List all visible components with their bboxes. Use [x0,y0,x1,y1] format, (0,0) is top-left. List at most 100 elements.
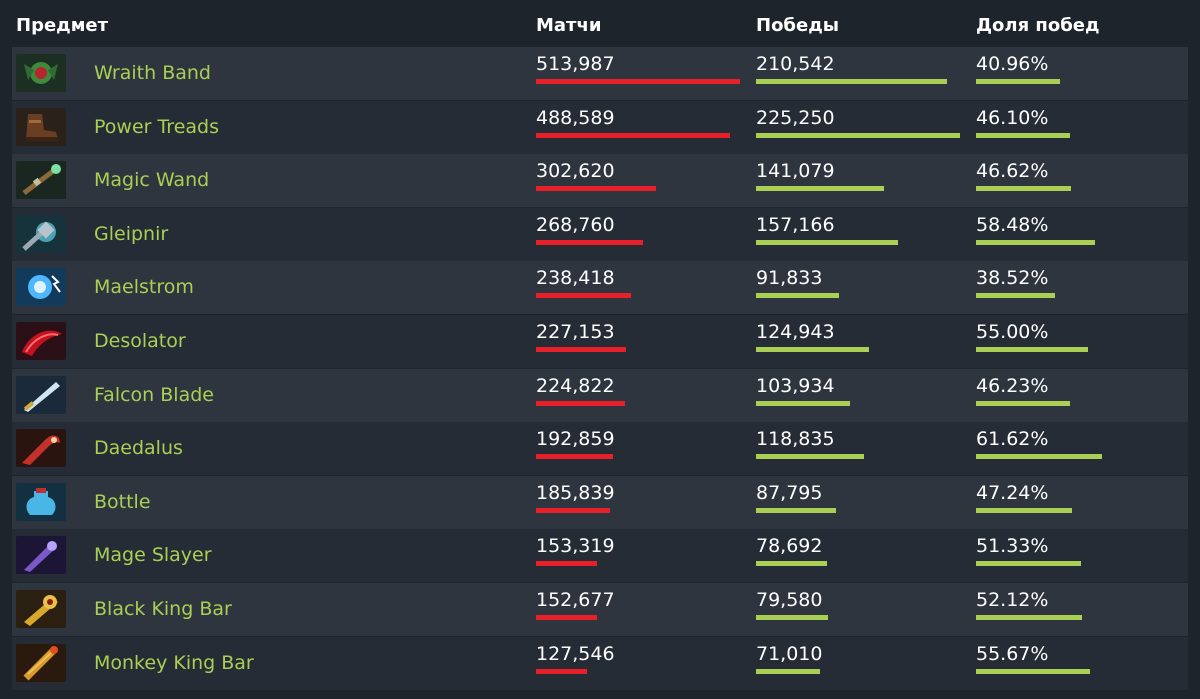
header-winrate[interactable]: Доля побед [976,15,1100,36]
matches-bar [536,239,643,245]
header-item[interactable]: Предмет [16,15,109,36]
winrate-bar [976,615,1082,620]
power-treads-icon[interactable] [16,107,66,146]
matches-value: 302,620 [536,160,615,183]
winrate-bar [976,454,1102,460]
wraith-band-icon[interactable] [16,54,66,92]
winrate-bar [976,668,1090,674]
matches-value: 238,418 [536,267,615,290]
matches-bar [536,347,626,352]
winrate-value: 38.52% [976,267,1049,290]
matches-bar [536,132,730,138]
table-row[interactable]: Magic Wand 302,620 141,079 46.62% [12,154,1188,208]
table-row[interactable]: Power Treads 488,589 225,250 46.10% [12,100,1188,154]
winrate-value: 61.62% [976,428,1049,451]
mage-slayer-icon[interactable] [16,536,66,575]
header-wins[interactable]: Победы [756,15,840,36]
wins-bar [756,132,960,138]
winrate-value: 46.10% [976,106,1049,129]
winrate-bar [976,186,1071,192]
wins-value: 141,079 [756,160,835,183]
winrate-value: 40.96% [976,53,1049,75]
maelstrom-icon[interactable] [16,268,66,307]
item-name[interactable]: Desolator [94,330,186,352]
matches-bar [536,454,613,460]
wins-value: 124,943 [756,321,835,343]
monkey-king-bar-icon[interactable] [16,643,66,682]
table-row[interactable]: Desolator 227,153 124,943 55.00% [12,315,1188,368]
table-row[interactable]: Maelstrom 238,418 91,833 38.52% [12,261,1188,315]
winrate-value: 52.12% [976,589,1049,611]
winrate-value: 55.67% [976,642,1049,665]
matches-bar [536,668,587,674]
wins-value: 210,542 [756,53,835,75]
matches-value: 153,319 [536,535,615,558]
header-matches[interactable]: Матчи [536,15,602,36]
desolator-icon[interactable] [16,322,66,360]
table-row[interactable]: Daedalus 192,859 118,835 61.62% [12,422,1188,476]
wins-bar [756,507,836,513]
wins-bar [756,293,839,299]
wins-value: 157,166 [756,213,835,236]
table-row[interactable]: Falcon Blade 224,822 103,934 46.23% [12,368,1188,422]
table-row[interactable]: Wraith Band 513,987 210,542 40.96% [12,47,1188,100]
wins-value: 118,835 [756,428,835,451]
item-name[interactable]: Magic Wand [94,169,210,192]
falcon-blade-icon[interactable] [16,375,66,414]
table-row[interactable]: Bottle 185,839 87,795 47.24% [12,475,1188,529]
matches-bar [536,561,597,567]
item-name[interactable]: Power Treads [94,115,219,138]
bottle-icon[interactable] [16,482,66,521]
wins-bar [756,347,869,352]
black-king-bar-icon[interactable] [16,590,66,628]
table-row[interactable]: Black King Bar 152,677 79,580 52.12% [12,583,1188,636]
winrate-value: 46.62% [976,160,1049,183]
winrate-value: 51.33% [976,535,1049,558]
winrate-bar [976,561,1081,567]
wins-value: 225,250 [756,106,835,129]
item-name[interactable]: Gleipnir [94,222,169,245]
wins-value: 103,934 [756,374,835,397]
matches-value: 488,589 [536,106,615,129]
winrate-bar [976,507,1072,513]
magic-wand-icon[interactable] [16,161,66,200]
item-name[interactable]: Mage Slayer [94,544,212,567]
table-row[interactable]: Gleipnir 268,760 157,166 58.48% [12,207,1188,261]
item-name[interactable]: Maelstrom [94,276,194,299]
matches-bar [536,293,631,299]
matches-value: 127,546 [536,642,615,665]
daedalus-icon[interactable] [16,429,66,468]
wins-value: 71,010 [756,642,823,665]
winrate-value: 55.00% [976,321,1049,343]
winrate-value: 46.23% [976,374,1049,397]
wins-value: 78,692 [756,535,823,558]
matches-value: 152,677 [536,589,615,611]
matches-bar [536,186,656,192]
table-row[interactable]: Monkey King Bar 127,546 71,010 55.67% [12,636,1188,690]
matches-value: 185,839 [536,481,615,504]
item-name[interactable]: Falcon Blade [94,383,214,406]
wins-value: 79,580 [756,589,823,611]
winrate-value: 58.48% [976,213,1049,236]
matches-bar [536,79,740,84]
matches-value: 227,153 [536,321,615,343]
item-name[interactable]: Daedalus [94,437,183,460]
item-name[interactable]: Monkey King Bar [94,651,254,674]
table-row[interactable]: Mage Slayer 153,319 78,692 51.33% [12,529,1188,583]
matches-bar [536,507,610,513]
item-name[interactable]: Bottle [94,490,151,513]
winrate-bar [976,400,1070,406]
item-name[interactable]: Wraith Band [94,62,211,84]
item-name[interactable]: Black King Bar [94,598,232,620]
winrate-bar [976,79,1060,84]
wins-bar [756,239,898,245]
wins-bar [756,668,820,674]
matches-value: 268,760 [536,213,615,236]
wins-bar [756,186,884,192]
gleipnir-icon[interactable] [16,214,66,253]
matches-bar [536,400,625,406]
winrate-value: 47.24% [976,481,1049,504]
wins-bar [756,79,947,84]
winrate-bar [976,293,1055,299]
